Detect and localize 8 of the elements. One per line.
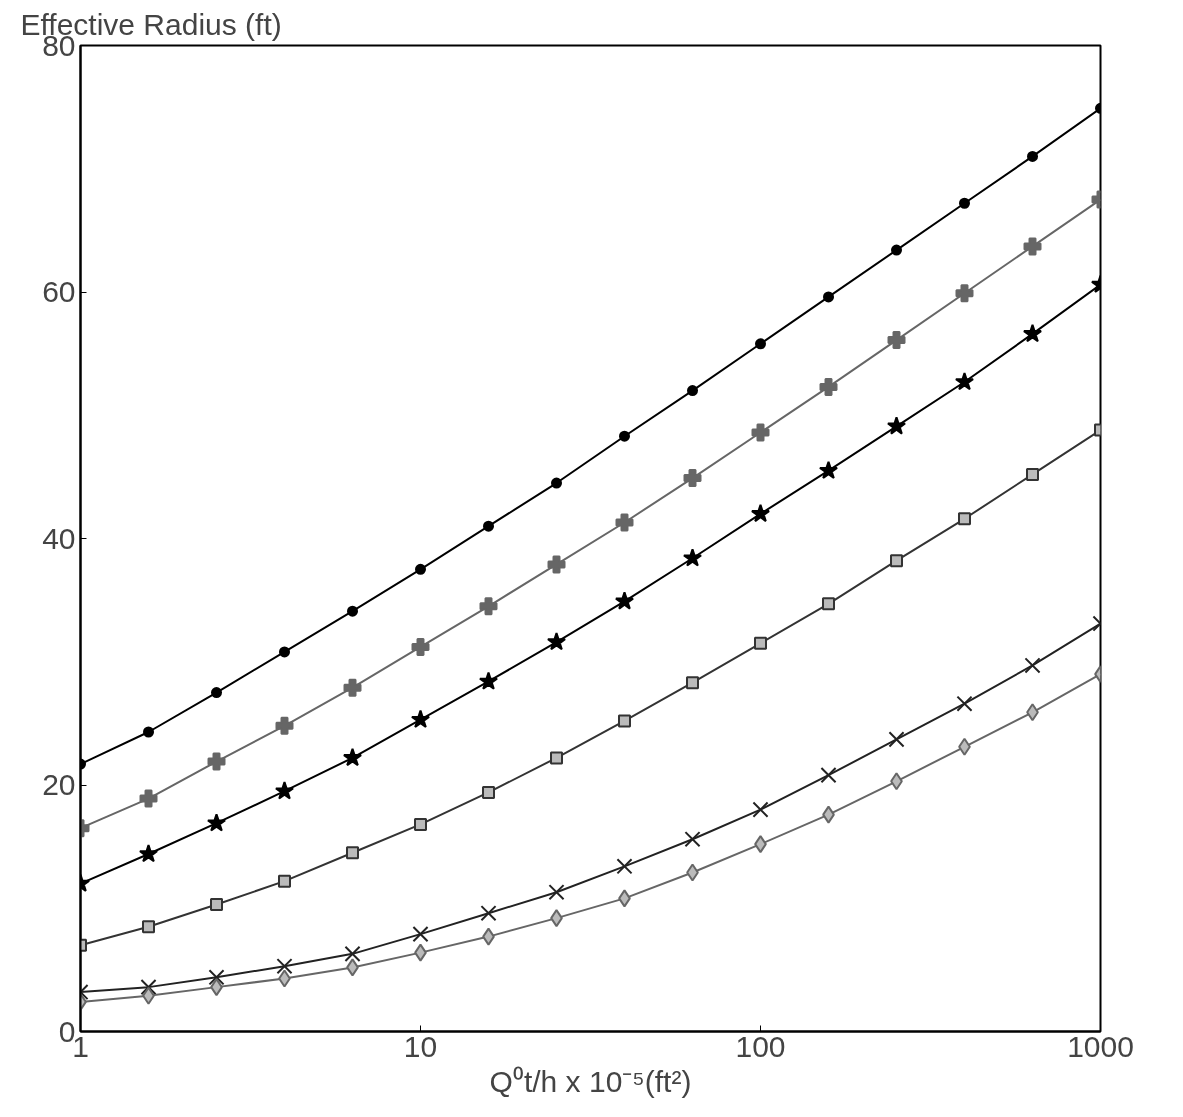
x-tick-label: 1000 — [1067, 1029, 1134, 1063]
y-tick-label: 60 — [42, 275, 76, 308]
y-tick-label: 20 — [42, 768, 76, 801]
y-tick-label: 40 — [42, 521, 76, 555]
y-tick-label: 0 — [58, 1014, 76, 1048]
x-axis-title: Q⁰t/h x 10⁻⁵(ft²) — [489, 1064, 692, 1098]
x-tick-label: 10 — [403, 1029, 438, 1063]
x-tick-label: 100 — [735, 1029, 786, 1063]
